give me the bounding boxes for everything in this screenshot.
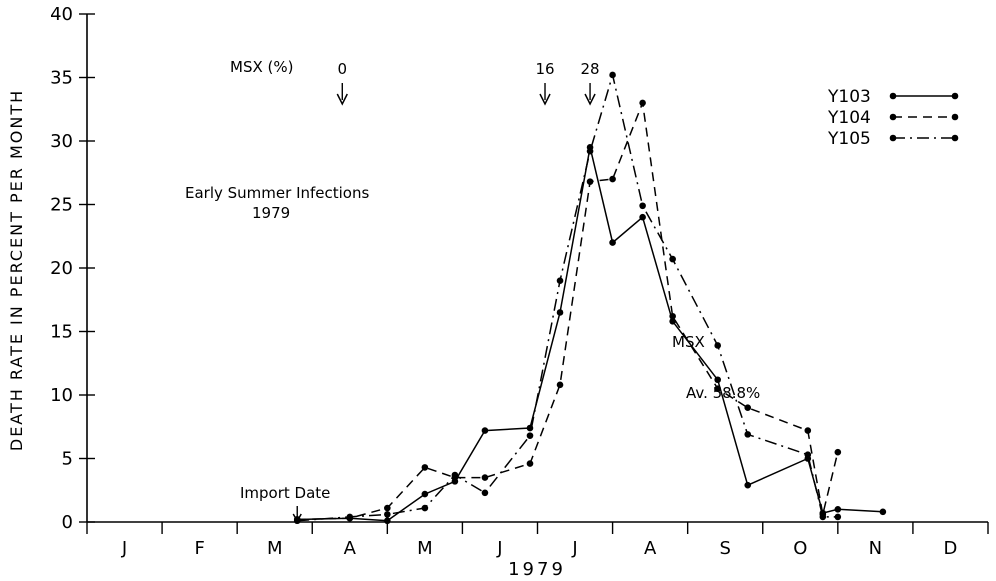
x-tick-label: M [267,538,283,559]
legend-marker [951,92,959,100]
data-point-y103 [669,318,676,325]
data-point-y105 [586,147,594,155]
data-point-y103 [879,508,887,516]
data-point-y105 [451,471,459,479]
msx-percent-label: MSX (%) [230,58,293,76]
y-tick-label: 0 [62,512,73,533]
arrow-down-icon [336,93,348,106]
early-summer-line2: 1979 [252,204,290,222]
x-tick-label: M [417,538,433,559]
data-point-y105 [421,504,429,512]
data-point-y105 [744,431,752,438]
data-point-y105 [481,489,489,497]
data-point-y105 [714,342,721,349]
data-point-y105 [556,277,564,285]
arrow-down-icon [539,93,551,106]
x-tick-label: A [344,538,357,559]
y-axis-label: DEATH RATE IN PERCENT PER MONTH [7,89,26,451]
x-tick-label: D [944,538,958,559]
y-tick-label: 35 [50,68,73,89]
x-tick-label: J [121,538,127,559]
data-point-y104 [804,427,812,434]
data-point-y104 [481,474,489,481]
series-line-y105 [297,72,838,522]
x-tick-label: A [644,538,657,559]
legend-marker [951,134,959,142]
data-point-y104 [586,178,594,185]
series-line-y104 [297,99,839,521]
arrow-down-icon [584,93,596,106]
msx-average-label: Av. 58.8% [686,384,760,402]
axes: 0 5 10 15 20 25 30 35 40 J F M A M J J A S O N D [50,4,989,559]
legend-marker [951,113,959,121]
data-point-y105 [669,255,676,263]
data-point-y103 [639,213,646,221]
msx-center-label: MSX [672,333,705,351]
data-point-y105 [609,71,616,79]
data-point-y103 [556,309,564,316]
y-tick-label: 5 [62,449,73,470]
series-line-y103 [297,147,883,522]
y-tick-label: 25 [50,195,73,216]
data-point-y105 [819,513,827,521]
legend-label-y105: Y105 [827,129,871,149]
x-tick-label: F [194,538,204,559]
y-tick-label: 15 [50,322,73,343]
data-point-y103 [421,490,429,498]
data-point-y105 [346,513,354,521]
data-point-y103 [744,481,752,489]
data-point-y104 [639,99,646,107]
legend-marker [889,92,897,100]
data-point-y103 [481,427,489,434]
x-tick-label: O [793,538,807,559]
series-group [293,71,887,525]
legend-label-y103: Y103 [827,87,871,107]
x-tick-label: J [571,538,577,559]
data-point-y105 [804,451,812,458]
data-point-y104 [834,448,842,456]
data-point-y104 [556,381,564,389]
msx-arrows: 0 16 28 [292,60,600,523]
data-point-y104 [714,385,721,392]
data-point-y104 [384,504,391,512]
y-tick-label: 40 [50,4,73,25]
import-date-label: Import Date [240,484,330,502]
data-point-y105 [639,202,646,210]
early-summer-line1: Early Summer Infections [185,184,369,202]
data-point-y103 [384,517,391,525]
y-tick-label: 30 [50,131,73,152]
data-point-y103 [609,239,616,246]
data-point-y104 [421,464,429,471]
arrow-down-icon [292,513,302,523]
msx-arrow-label: 16 [535,60,554,78]
data-point-y105 [526,432,534,439]
data-point-y104 [744,404,752,412]
legend-label-y104: Y104 [827,108,871,128]
data-point-y104 [669,312,676,320]
legend-marker [889,134,897,142]
data-point-y104 [609,175,616,183]
data-point-y104 [526,460,534,467]
data-point-y103 [834,506,842,513]
data-point-y105 [834,513,842,521]
x-axis-label: 1979 [508,559,566,580]
y-tick-label: 10 [50,385,73,406]
msx-arrow-label: 28 [581,60,600,78]
x-tick-label: S [719,538,730,559]
x-tick-label: J [496,538,502,559]
data-point-y103 [714,376,721,384]
data-point-y105 [384,511,391,518]
legend-marker [889,113,897,121]
msx-arrow-label: 0 [338,60,348,78]
y-tick-label: 20 [50,258,73,279]
x-tick-label: N [869,538,882,559]
